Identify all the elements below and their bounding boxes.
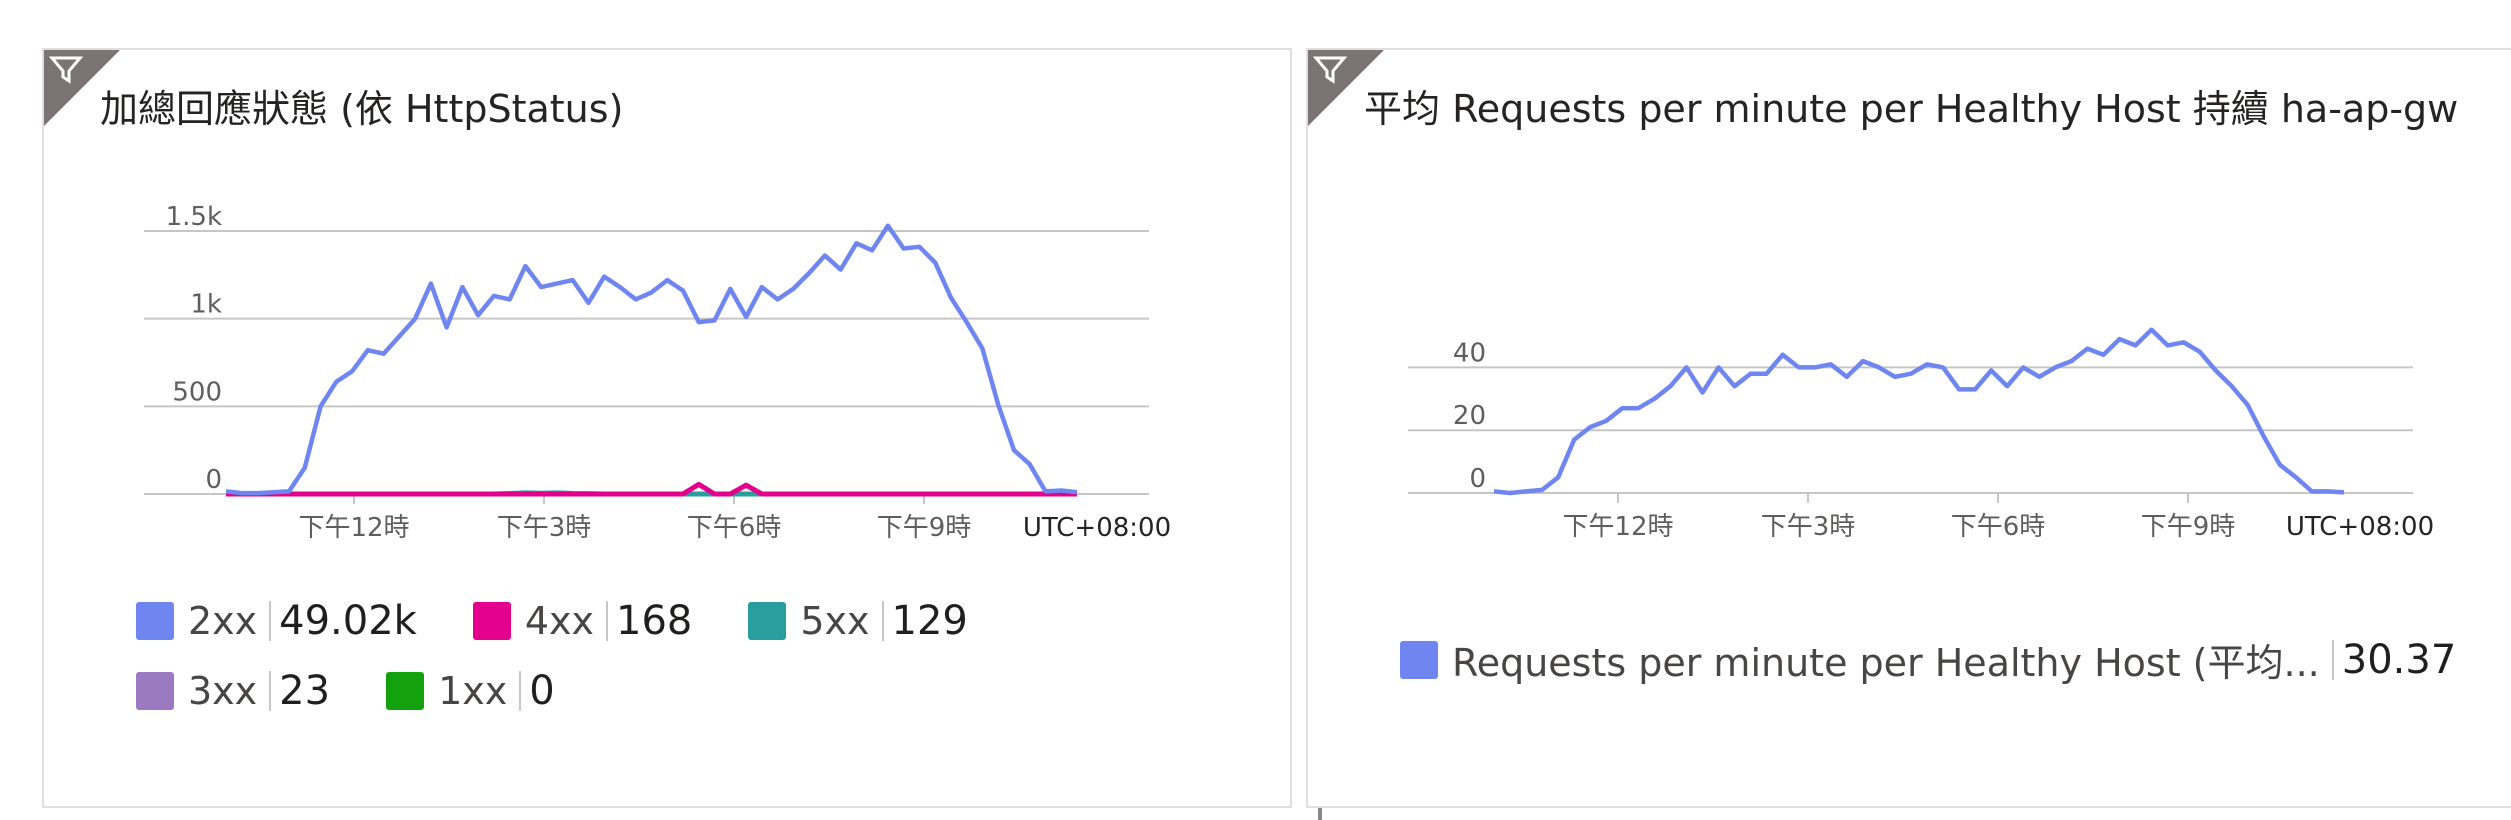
legend-separator <box>269 601 272 641</box>
legend-value: 129 <box>891 598 968 644</box>
x-tick-label: 下午12時 <box>1562 512 1673 542</box>
legend-name: 3xx <box>188 669 258 713</box>
legend-item-1xx[interactable]: 1xx 0 <box>386 668 555 714</box>
series-line-4xx[interactable] <box>226 481 1077 497</box>
line-chart-http-status[interactable]: 0 500 1k 1.5k 下午12時 下午3時 下午6時 下午9時 UTC+08:00 <box>44 50 1294 570</box>
series-line-requests-per-minute-per-healthy-host-[interactable] <box>1493 327 2345 496</box>
timezone-label: UTC+08:00 <box>1023 513 1171 543</box>
legend-separator <box>269 671 272 711</box>
legend-name: 1xx <box>438 669 508 713</box>
legend-row-1: 2xx 49.02k 4xx 168 5xx 129 <box>136 598 1024 644</box>
tile-title: 加總回應狀態 (依 HttpStatus) <box>100 87 624 131</box>
legend-separator <box>606 601 608 641</box>
x-tick-label: 下午9時 <box>877 513 972 543</box>
x-tick-label: 下午6時 <box>687 513 782 543</box>
legend-value: 23 <box>279 668 331 714</box>
legend-swatch <box>386 672 425 710</box>
legend-swatch <box>1400 640 1438 679</box>
x-tick-label: 下午9時 <box>2141 512 2236 542</box>
y-tick-label: 0 <box>1469 464 1486 494</box>
legend-swatch <box>136 672 174 710</box>
legend-swatch <box>136 602 174 640</box>
y-tick-label: 1k <box>190 290 222 320</box>
y-tick-label: 40 <box>1453 338 1486 368</box>
x-tick-label: 下午3時 <box>1761 512 1856 542</box>
legend-name: 4xx <box>524 599 594 643</box>
line-chart-requests-per-host[interactable]: 0 20 40 下午12時 下午3時 下午6時 下午9時 UTC+08:00 <box>1308 50 2511 570</box>
tile-title: 平均 Requests per minute per Healthy Host … <box>1364 87 2459 131</box>
x-tick-label: 下午12時 <box>298 513 409 543</box>
legend-value: 49.02k <box>279 598 417 644</box>
legend-separator <box>519 671 522 711</box>
legend-item-2xx[interactable]: 2xx 49.02k <box>136 598 417 644</box>
series-line-2xx[interactable] <box>225 223 1078 496</box>
filter-icon[interactable] <box>1308 50 1384 126</box>
y-tick-label: 20 <box>1453 401 1486 431</box>
legend-row-2: 3xx 23 1xx 0 <box>136 668 611 714</box>
legend-item-5xx[interactable]: 5xx 129 <box>748 598 968 644</box>
legend-value: 30.37 <box>2341 636 2457 683</box>
timezone-label: UTC+08:00 <box>2286 512 2434 542</box>
legend-item-4xx[interactable]: 4xx 168 <box>472 598 693 644</box>
legend-value: 0 <box>529 668 555 714</box>
legend-swatch <box>472 602 511 640</box>
y-tick-label: 1.5k <box>166 202 222 232</box>
x-tick-label: 下午3時 <box>497 513 592 543</box>
y-tick-label: 500 <box>172 377 222 407</box>
y-tick-label: 0 <box>205 465 222 495</box>
chart-tile-requests-per-host[interactable]: 平均 Requests per minute per Healthy Host … <box>1306 48 2511 808</box>
legend-name: 5xx <box>800 599 870 643</box>
filter-icon[interactable] <box>44 50 120 126</box>
legend-item-requests-per-host[interactable]: Requests per minute per Healthy Host (平均… <box>1400 632 2456 687</box>
legend-name: 2xx <box>188 599 258 643</box>
x-tick-label: 下午6時 <box>1951 512 2046 542</box>
legend-separator <box>881 601 884 641</box>
legend-swatch <box>748 602 787 640</box>
legend-name: Requests per minute per Healthy Host (平均… <box>1452 641 2320 685</box>
legend-separator <box>2331 639 2334 680</box>
legend-item-3xx[interactable]: 3xx 23 <box>136 668 330 714</box>
chart-tile-http-status[interactable]: 加總回應狀態 (依 HttpStatus) 0 500 1k 1.5k 下午12時 下午3… <box>42 48 1322 820</box>
legend-value: 168 <box>616 598 693 644</box>
legend-row-1: Requests per minute per Healthy Host (平均… <box>1400 632 2511 687</box>
